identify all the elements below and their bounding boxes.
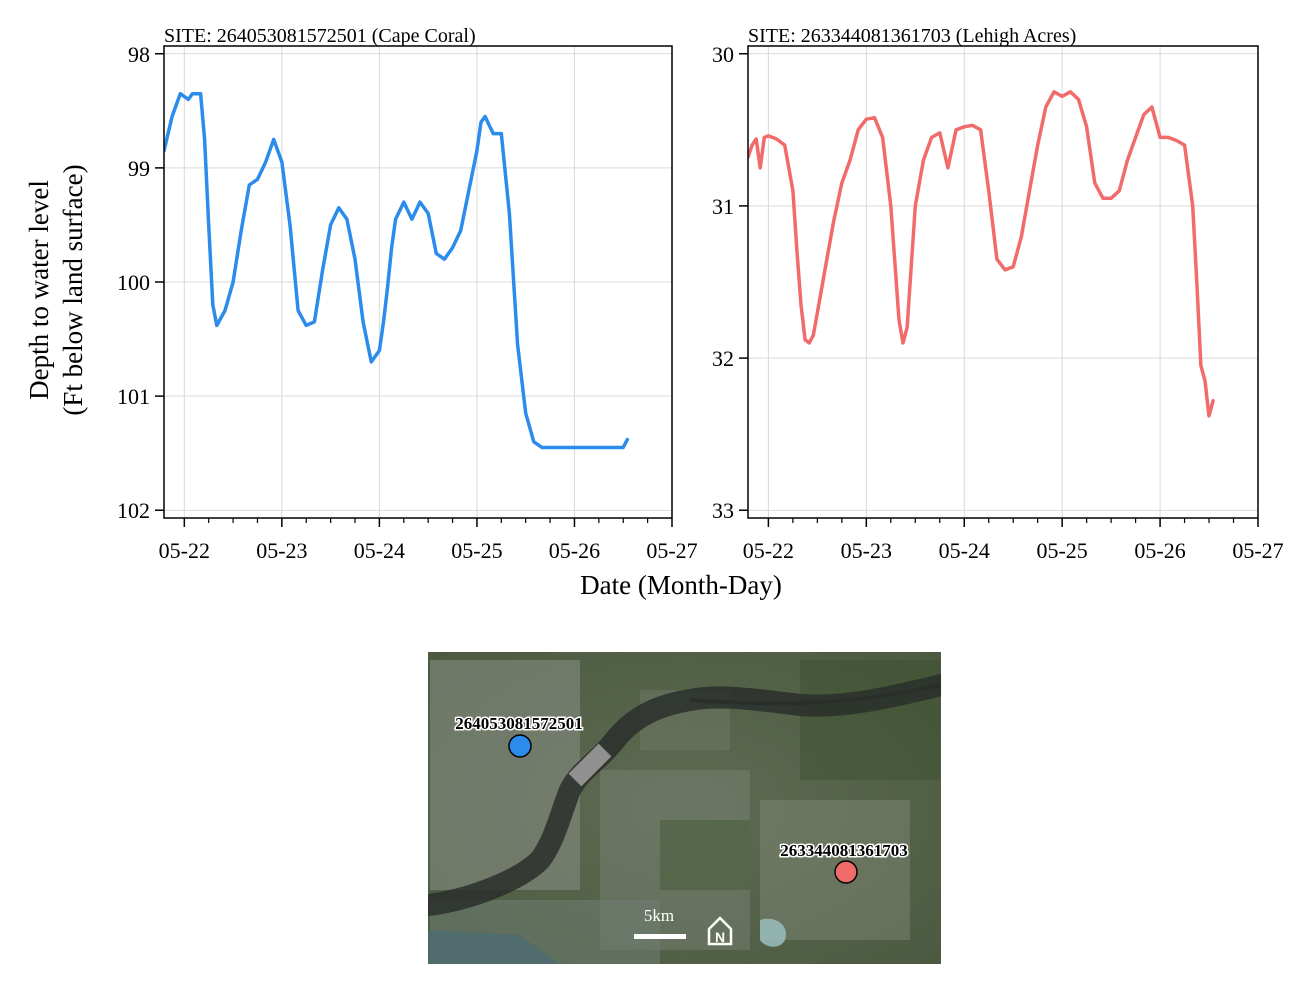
chart-title-lehigh-acres: SITE: 263344081361703 (Lehigh Acres): [748, 25, 1076, 47]
series-lehigh-acres: [748, 90, 1215, 418]
y-axis-cape-coral: 98 99 100 101 102: [117, 42, 164, 523]
y-tick-label: 33: [712, 498, 734, 523]
x-tick-label: 05-22: [743, 538, 794, 563]
x-axis-label: Date (Month-Day): [580, 570, 782, 600]
y-tick-label: 101: [117, 384, 150, 409]
plot-frame-lehigh-acres: [747, 45, 1259, 519]
y-tick-label: 98: [128, 42, 150, 67]
x-tick-label: 05-24: [939, 538, 990, 563]
y-axis-lehigh-acres: 30 31 32 33: [712, 42, 748, 523]
x-tick-label: 05-25: [1036, 538, 1087, 563]
north-arrow-icon: N: [707, 916, 733, 946]
north-arrow-label: N: [715, 929, 725, 945]
y-axis-label-line-2: (Ft below land surface): [58, 164, 88, 415]
x-tick-label: 05-23: [256, 538, 307, 563]
river: [428, 674, 941, 916]
x-tick-label: 05-26: [549, 538, 600, 563]
map-site-label: 263344081361703: [780, 841, 908, 860]
x-axis-lehigh-acres: 05-22 05-23 05-24 05-25 05-26 05-27: [743, 518, 1284, 563]
x-tick-label: 05-27: [1232, 538, 1283, 563]
y-axis-label-line-1: Depth to water level: [24, 180, 54, 400]
x-tick-label: 05-22: [159, 538, 210, 563]
map-sites: 264053081572501 263344081361703: [454, 713, 909, 884]
y-axis-label: Depth to water level (Ft below land surf…: [24, 164, 88, 415]
x-tick-label: 05-24: [354, 538, 405, 563]
y-tick-label: 99: [128, 156, 150, 181]
chart-title-cape-coral: SITE: 264053081572501 (Cape Coral): [164, 25, 476, 47]
map-site-marker: [508, 734, 532, 758]
x-tick-label: 05-27: [646, 538, 697, 563]
series-cape-coral: [164, 91, 630, 450]
x-tick-label: 05-25: [451, 538, 502, 563]
y-tick-label: 32: [712, 346, 734, 371]
scale-bar-line: [634, 934, 686, 939]
site-location-map: 264053081572501 263344081361703 5km N: [428, 652, 941, 964]
data-line: [164, 91, 630, 450]
lehigh-acres-chart: SITE: 263344081361703 (Lehigh Acres) 303…: [712, 25, 1284, 563]
y-tick-label: 30: [712, 42, 734, 67]
x-tick-label: 05-26: [1134, 538, 1185, 563]
y-tick-label: 102: [117, 498, 150, 523]
y-tick-label: 31: [712, 194, 734, 219]
data-line: [748, 90, 1215, 418]
map-site-marker: [834, 860, 858, 884]
y-tick-label: 100: [117, 270, 150, 295]
cape-coral-chart: SITE: 264053081572501 (Cape Coral) 98 99 1…: [117, 25, 698, 563]
x-axis-cape-coral: 05-22 05-23 05-24 05-25 05-26 05-27: [159, 518, 698, 563]
map-site-label: 264053081572501: [455, 714, 583, 733]
scale-bar-label: 5km: [644, 906, 674, 925]
scale-bar: 5km: [634, 906, 686, 939]
x-tick-label: 05-23: [841, 538, 892, 563]
